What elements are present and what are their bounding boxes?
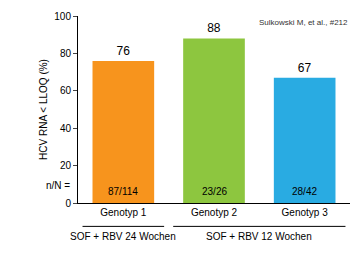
svg-text:87/114: 87/114 xyxy=(108,186,138,197)
svg-text:67: 67 xyxy=(298,61,312,75)
svg-text:n/N =: n/N = xyxy=(46,180,70,191)
svg-text:Sulkowski M, et al., #212: Sulkowski M, et al., #212 xyxy=(259,18,348,27)
svg-text:76: 76 xyxy=(116,44,130,58)
svg-text:Genotyp 1: Genotyp 1 xyxy=(100,207,147,218)
svg-text:40: 40 xyxy=(60,123,72,134)
svg-text:88: 88 xyxy=(207,21,221,35)
svg-text:80: 80 xyxy=(60,48,72,59)
svg-text:SOF + RBV 12 Wochen: SOF + RBV 12 Wochen xyxy=(206,231,312,242)
svg-text:28/42: 28/42 xyxy=(292,186,317,197)
svg-text:0: 0 xyxy=(65,198,71,209)
svg-text:Genotyp 3: Genotyp 3 xyxy=(282,207,329,218)
svg-text:HCV RNA < LLOQ (%): HCV RNA < LLOQ (%) xyxy=(38,59,49,160)
svg-text:23/26: 23/26 xyxy=(202,186,227,197)
svg-text:Genotyp 2: Genotyp 2 xyxy=(191,207,238,218)
svg-text:100: 100 xyxy=(54,11,71,22)
svg-text:SOF + RBV 24 Wochen: SOF + RBV 24 Wochen xyxy=(70,231,176,242)
svg-text:60: 60 xyxy=(60,85,72,96)
svg-text:20: 20 xyxy=(60,160,72,171)
